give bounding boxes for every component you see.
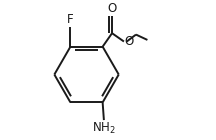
Text: O: O <box>107 2 117 15</box>
Text: NH$_2$: NH$_2$ <box>92 121 116 136</box>
Text: F: F <box>67 13 74 26</box>
Text: O: O <box>125 35 134 48</box>
